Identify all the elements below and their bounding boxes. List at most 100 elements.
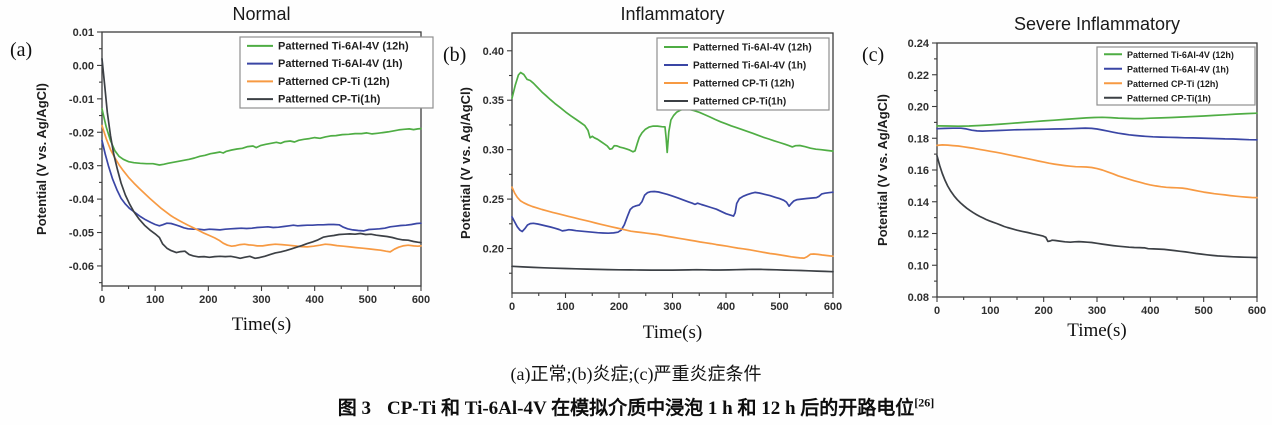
legend: Patterned Ti-6Al-4V (12h) Patterned Ti-6A… bbox=[1096, 46, 1256, 106]
panel-label: (a) bbox=[10, 39, 32, 61]
series-patterned-cp-ti-1h bbox=[511, 265, 834, 273]
legend-label-patterned-cp-ti-12h: Patterned CP-Ti (12h) bbox=[1127, 79, 1218, 89]
svg-text:0.40: 0.40 bbox=[483, 46, 504, 58]
svg-text:500: 500 bbox=[770, 301, 788, 313]
svg-text:0: 0 bbox=[509, 301, 515, 313]
svg-text:100: 100 bbox=[981, 305, 999, 317]
svg-text:0.08: 0.08 bbox=[908, 292, 929, 304]
svg-text:200: 200 bbox=[199, 294, 217, 306]
figure-caption: 图 3 CP-Ti 和 Ti-6Al-4V 在模拟介质中浸泡 1 h 和 12 h… bbox=[0, 393, 1272, 420]
legend: Patterned Ti-6Al-4V (12h) Patterned Ti-6A… bbox=[656, 37, 830, 111]
series-lines bbox=[936, 112, 1258, 259]
legend-label-patterned-ti-6al-4v-12h: Patterned Ti-6Al-4V (12h) bbox=[1127, 50, 1234, 60]
series-patterned-ti-6al-4v-1h bbox=[101, 139, 422, 232]
tick-labels: 0 100 200 300 400 500 600 0.08 0.10 0.12 0.14 0.16 0… bbox=[908, 38, 1267, 317]
svg-text:0.35: 0.35 bbox=[483, 95, 504, 107]
legend: Patterned Ti-6Al-4V (12h) Patterned Ti-6A… bbox=[239, 36, 434, 109]
axes bbox=[97, 31, 422, 291]
tick-labels: 0 100 200 300 400 500 600 0.20 0.25 0.30 0.35 0.40 bbox=[483, 46, 843, 313]
series-lines bbox=[511, 71, 834, 273]
svg-text:300: 300 bbox=[1088, 305, 1106, 317]
svg-text:0.22: 0.22 bbox=[908, 70, 929, 82]
caption-figure-number: 图 3 bbox=[337, 398, 371, 419]
svg-text:0.10: 0.10 bbox=[908, 260, 929, 272]
svg-text:0.00: 0.00 bbox=[73, 60, 94, 72]
svg-text:400: 400 bbox=[717, 301, 735, 313]
svg-text:0.20: 0.20 bbox=[483, 244, 504, 256]
svg-text:0.20: 0.20 bbox=[908, 102, 929, 114]
chart-panel-c-severe-inflammatory: Severe Inflammatory (c) 0 100 200 300 400 500 60… bbox=[862, 14, 1267, 341]
svg-text:-0.02: -0.02 bbox=[69, 127, 94, 139]
legend-label-patterned-cp-ti-12h: Patterned CP-Ti (12h) bbox=[693, 79, 795, 90]
svg-text:400: 400 bbox=[1141, 305, 1159, 317]
y-axis-label: Potential (V vs. Ag/AgCl) bbox=[458, 87, 473, 239]
series-patterned-cp-ti-1h bbox=[936, 154, 1258, 259]
series-patterned-cp-ti-12h bbox=[936, 144, 1258, 199]
axes bbox=[932, 42, 1258, 302]
svg-text:300: 300 bbox=[252, 294, 270, 306]
svg-text:-0.04: -0.04 bbox=[69, 194, 95, 206]
svg-text:0.30: 0.30 bbox=[483, 145, 504, 157]
legend-label-patterned-ti-6al-4v-1h: Patterned Ti-6Al-4V (1h) bbox=[278, 58, 403, 70]
x-axis-label: Time(s) bbox=[1067, 320, 1126, 341]
series-patterned-ti-6al-4v-12h bbox=[511, 71, 834, 154]
chart-panel-b-inflammatory: Inflammatory (b) 0 100 200 300 400 500 600 0.20 0.… bbox=[443, 4, 843, 343]
series-patterned-ti-6al-4v-1h bbox=[511, 190, 834, 235]
svg-text:500: 500 bbox=[359, 294, 377, 306]
y-axis-label: Potential (V vs. Ag/AgCl) bbox=[34, 83, 49, 235]
panel-label: (c) bbox=[862, 44, 884, 66]
svg-text:200: 200 bbox=[1034, 305, 1052, 317]
svg-text:0.01: 0.01 bbox=[73, 27, 94, 39]
x-axis-label: Time(s) bbox=[232, 314, 291, 335]
svg-text:0.25: 0.25 bbox=[483, 194, 504, 206]
panel-label: (b) bbox=[443, 44, 466, 66]
svg-text:100: 100 bbox=[556, 301, 574, 313]
legend-label-patterned-cp-ti-1h: Patterned CP-Ti(1h) bbox=[1127, 93, 1211, 103]
svg-text:300: 300 bbox=[663, 301, 681, 313]
legend-label-patterned-ti-6al-4v-12h: Patterned Ti-6Al-4V (12h) bbox=[278, 40, 409, 52]
svg-text:-0.01: -0.01 bbox=[69, 94, 94, 106]
svg-text:0: 0 bbox=[99, 294, 105, 306]
legend-label-patterned-ti-6al-4v-1h: Patterned Ti-6Al-4V (1h) bbox=[693, 61, 806, 72]
legend-label-patterned-cp-ti-1h: Patterned CP-Ti(1h) bbox=[278, 94, 381, 106]
svg-text:0.16: 0.16 bbox=[908, 165, 929, 177]
svg-text:600: 600 bbox=[1248, 305, 1266, 317]
svg-text:600: 600 bbox=[412, 294, 430, 306]
svg-text:-0.05: -0.05 bbox=[69, 228, 94, 240]
svg-text:0.12: 0.12 bbox=[908, 229, 929, 241]
legend-label-patterned-cp-ti-1h: Patterned CP-Ti(1h) bbox=[693, 97, 786, 108]
subcaption: (a)正常;(b)炎症;(c)严重炎症条件 bbox=[510, 364, 762, 384]
svg-text:200: 200 bbox=[610, 301, 628, 313]
svg-text:0: 0 bbox=[934, 305, 940, 317]
tick-labels: 0 100 200 300 400 500 600 -0.06 -0.05 -0.04 -0.03 -… bbox=[69, 27, 430, 306]
y-axis-label: Potential (V vs. Ag/AgCl) bbox=[875, 94, 890, 246]
svg-text:-0.03: -0.03 bbox=[69, 161, 94, 173]
chart-title: Normal bbox=[232, 4, 290, 24]
x-axis-label: Time(s) bbox=[643, 322, 702, 343]
chart-title: Inflammatory bbox=[620, 4, 724, 24]
svg-text:600: 600 bbox=[824, 301, 842, 313]
series-patterned-cp-ti-12h bbox=[101, 124, 422, 253]
series-patterned-ti-6al-4v-12h bbox=[101, 108, 422, 166]
legend-label-patterned-ti-6al-4v-1h: Patterned Ti-6Al-4V (1h) bbox=[1127, 64, 1229, 74]
series-lines bbox=[101, 57, 422, 260]
svg-text:-0.06: -0.06 bbox=[69, 261, 94, 273]
legend-label-patterned-ti-6al-4v-12h: Patterned Ti-6Al-4V (12h) bbox=[693, 43, 812, 54]
svg-text:500: 500 bbox=[1194, 305, 1212, 317]
svg-text:0.14: 0.14 bbox=[908, 197, 930, 209]
svg-text:100: 100 bbox=[146, 294, 164, 306]
axes bbox=[507, 32, 834, 298]
svg-text:400: 400 bbox=[305, 294, 323, 306]
series-patterned-ti-6al-4v-12h bbox=[936, 112, 1258, 128]
series-patterned-cp-ti-1h bbox=[101, 57, 422, 260]
chart-title: Severe Inflammatory bbox=[1014, 14, 1180, 34]
chart-panel-a-normal: Normal (a) 0 100 200 300 400 500 600 -0.06 -0.05 -0… bbox=[10, 4, 434, 335]
caption-text: CP-Ti 和 Ti-6Al-4V 在模拟介质中浸泡 1 h 和 12 h 后的… bbox=[386, 398, 915, 419]
caption-reference: [26] bbox=[914, 395, 935, 410]
svg-text:0.18: 0.18 bbox=[908, 133, 929, 145]
series-patterned-cp-ti-12h bbox=[511, 186, 834, 259]
svg-text:0.24: 0.24 bbox=[908, 38, 930, 50]
legend-label-patterned-cp-ti-12h: Patterned CP-Ti (12h) bbox=[278, 76, 390, 88]
series-patterned-ti-6al-4v-1h bbox=[936, 127, 1258, 141]
